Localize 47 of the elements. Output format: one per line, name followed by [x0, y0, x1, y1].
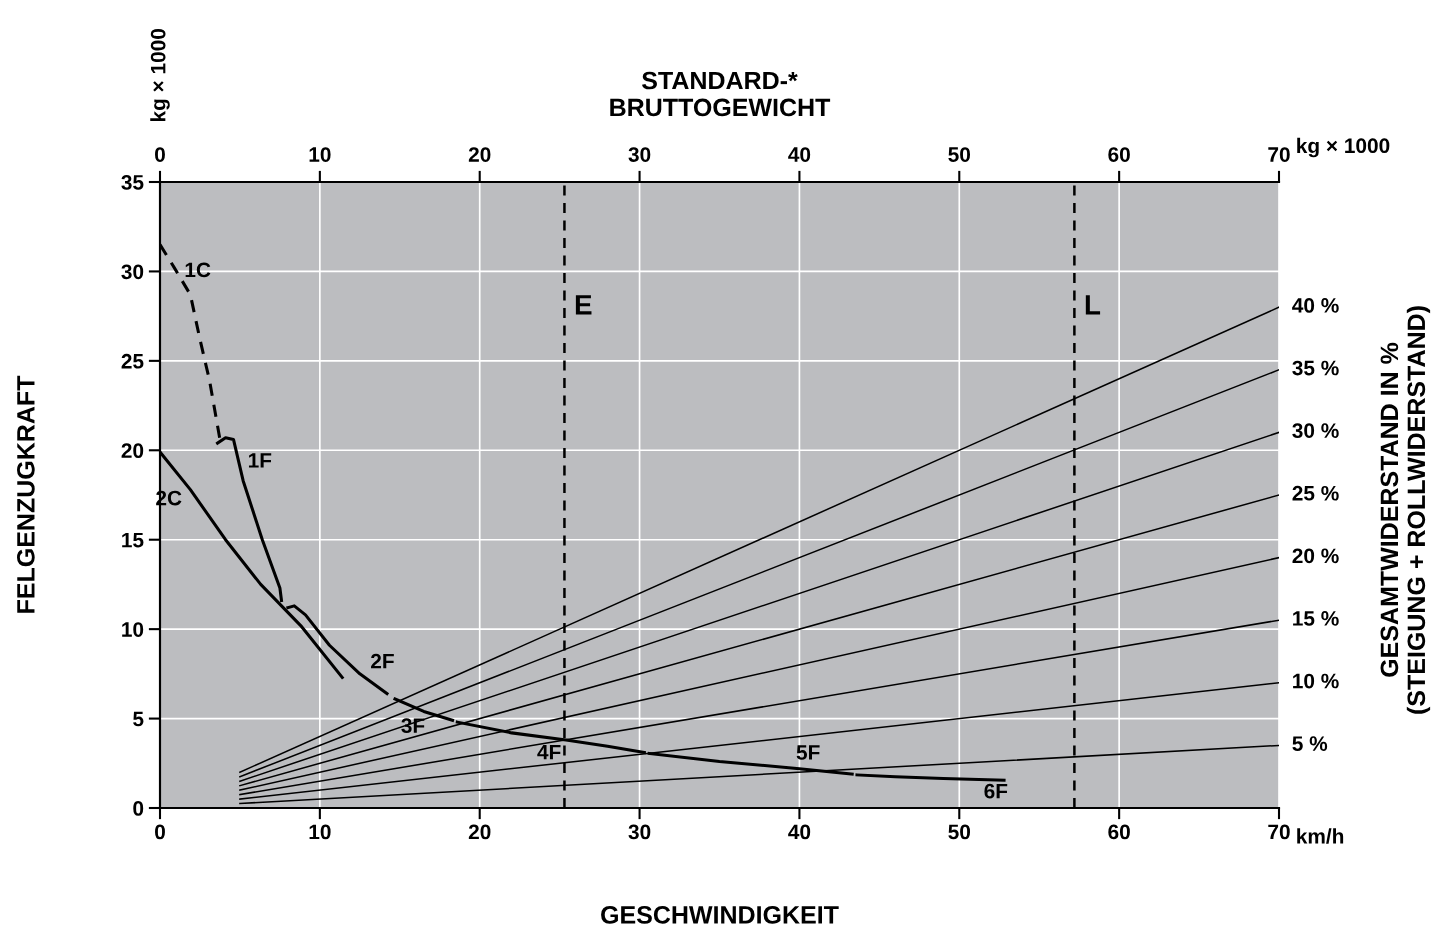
- y-tick-label: 5: [133, 711, 144, 727]
- text: kg × 1000: [150, 28, 170, 122]
- y-tick-label: 25: [121, 353, 144, 369]
- x2-tick-label: 60: [1108, 147, 1130, 162]
- x2-tick-label: 20: [468, 147, 491, 162]
- y-tick-label: 35: [121, 175, 144, 190]
- x2-tick-label: 40: [788, 147, 811, 162]
- series-label: 1C: [185, 262, 211, 278]
- x-tick-label: 70: [1268, 824, 1290, 840]
- series-label: 30 %: [1292, 423, 1339, 439]
- x2-tick-label: 30: [628, 147, 651, 162]
- series-label: 6F: [984, 783, 1008, 799]
- x-tick-label: 0: [155, 824, 165, 840]
- text: km/h: [1297, 828, 1344, 844]
- y2-axis-title: GESAMTWIDERSTAND IN % (STEIGUNG + ROLLWIDERSTAND): [1380, 306, 1431, 714]
- text: kg × 1000: [1297, 137, 1390, 158]
- y-tick-label: 10: [122, 622, 144, 637]
- series-label: 25 %: [1292, 485, 1339, 501]
- x-tick-label: 60: [1108, 824, 1130, 840]
- x-tick-label: 50: [948, 824, 971, 840]
- y-tick-label: 20: [121, 443, 144, 459]
- x-tick-label: 20: [468, 824, 491, 840]
- ref-line-label: E: [575, 295, 592, 315]
- x-tick-label: 40: [788, 824, 811, 840]
- x2-tick-label: 0: [155, 147, 165, 162]
- series-label: 35 %: [1292, 360, 1339, 376]
- series-label: 1F: [248, 453, 272, 468]
- series-label: 10 %: [1293, 673, 1339, 689]
- x2-tick-label: 10: [309, 147, 331, 162]
- y-axis-title: FELGENZUGKRAFT: [17, 375, 35, 613]
- series-label: 4F: [537, 744, 561, 760]
- series-label: 5F: [796, 745, 820, 760]
- x-tick-label: 30: [628, 824, 651, 840]
- x2-tick-label: 70: [1268, 147, 1290, 162]
- ref-line-label: L: [1085, 295, 1101, 315]
- series-label: 15 %: [1293, 611, 1339, 626]
- x-tick-label: 10: [309, 824, 331, 840]
- y-tick-label: 15: [122, 532, 144, 548]
- series-label: 2F: [371, 653, 394, 669]
- x2-axis-title: STANDARD-* BRUTTOGEWICHT: [610, 71, 831, 117]
- x-axis-title: GESCHWINDIGKEIT: [601, 906, 839, 924]
- y-tick-label: 0: [133, 801, 144, 816]
- x2-tick-label: 50: [948, 147, 971, 162]
- series-label: 40 %: [1292, 298, 1339, 313]
- series-label: 20 %: [1292, 548, 1339, 564]
- y-tick-label: 30: [121, 264, 144, 280]
- series-label: 5 %: [1292, 736, 1328, 751]
